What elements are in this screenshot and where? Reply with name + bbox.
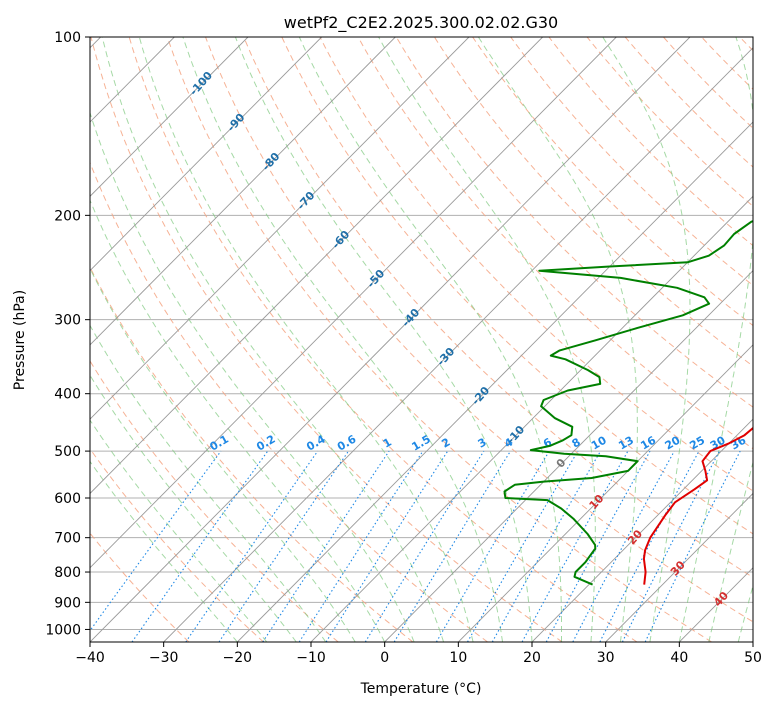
pressure-gridlines <box>90 37 753 630</box>
y-tick-label: 100 <box>54 30 81 46</box>
moist-adiabat <box>90 419 268 642</box>
y-tick-label: 600 <box>54 491 81 507</box>
mixing-ratio-line <box>131 450 269 642</box>
y-tick-label: 200 <box>54 208 81 224</box>
dry-adiabat <box>90 266 414 642</box>
dry-adiabat <box>243 37 753 579</box>
y-tick-label: 300 <box>54 313 81 329</box>
moist-adiabat <box>234 37 533 642</box>
y-tick-label: 1000 <box>45 622 81 638</box>
dry-adiabat <box>90 161 488 642</box>
dry-adiabats <box>90 37 753 642</box>
moist-adiabat <box>90 267 356 642</box>
mixing-ratio-line <box>218 450 349 642</box>
isotherm <box>531 418 753 642</box>
x-tick-label: 10 <box>449 650 467 666</box>
x-axis-label: Temperature (°C) <box>360 681 482 697</box>
mixing-ratio-line <box>521 450 629 642</box>
y-tick-label: 900 <box>54 595 81 611</box>
isotherm <box>310 195 753 642</box>
x-tick-label: 40 <box>670 650 688 666</box>
plot-frame <box>89 36 754 643</box>
moist-adiabat <box>298 37 562 642</box>
moist-adiabat <box>708 460 753 642</box>
dry-adiabat <box>128 37 638 642</box>
x-tick-label: −40 <box>75 650 105 666</box>
skewed-isotherms <box>90 37 753 642</box>
dry-adiabat <box>433 37 753 367</box>
mixing-ratio-line <box>467 450 579 642</box>
dry-adiabat <box>319 37 753 492</box>
dry-adiabat <box>90 447 264 642</box>
isotherm <box>90 37 396 346</box>
isotherm <box>163 47 753 642</box>
moist-adiabat <box>477 37 638 642</box>
isotherm <box>90 37 470 420</box>
dry-adiabat <box>90 37 563 642</box>
x-tick-label: −30 <box>149 650 179 666</box>
mixing-ratio-line <box>545 450 651 642</box>
moist-adiabat <box>101 37 445 642</box>
mixing-ratio-line <box>90 450 222 632</box>
isotherm <box>90 37 322 272</box>
x-tick-label: −10 <box>296 650 326 666</box>
mixing-ratio-line <box>364 450 485 642</box>
moist-adiabat <box>90 324 327 642</box>
isotherm <box>458 344 753 642</box>
y-tick-label: 700 <box>54 531 81 547</box>
dewpoint-line <box>503 220 753 586</box>
profile-series <box>503 220 753 586</box>
moist-adiabat <box>138 37 474 642</box>
mixing-ratio-line <box>393 450 511 642</box>
x-tick-label: 50 <box>744 650 762 666</box>
isotherm <box>90 37 691 642</box>
x-tick-label: 30 <box>597 650 615 666</box>
plot-area: 0.1 0.2 0.4 0.6 1 1.5 2 3 4 6 8 10 13 16 20 25 30 36-100-… <box>90 37 753 642</box>
mixing-ratio-line <box>491 450 602 642</box>
x-tick-label: −20 <box>223 650 253 666</box>
y-axis: 100 200 300 400 500 600 700 800 900 1000 <box>45 30 90 638</box>
x-tick-label: 0 <box>380 650 389 666</box>
isotherm <box>90 37 249 197</box>
isotherm <box>90 37 617 569</box>
isotherm <box>384 269 753 642</box>
dry-adiabat <box>281 37 753 535</box>
moist-adiabat <box>602 37 691 642</box>
moist-adiabat <box>737 583 753 642</box>
isotherm <box>237 121 753 642</box>
mixing-ratio-line <box>644 450 741 642</box>
isotherm <box>90 37 543 495</box>
chart-title: wetPf2_C2E2.2025.300.02.02.G30 <box>284 13 558 33</box>
x-tick-label: 20 <box>523 650 541 666</box>
moist-adiabat <box>678 37 753 642</box>
moist-adiabat <box>90 374 297 642</box>
x-axis: −40 −30 −20 −10 0 10 20 30 40 50 <box>75 642 762 666</box>
dry-adiabat <box>510 37 753 287</box>
mixing-ratio-line <box>298 450 424 642</box>
moist-adiabat <box>378 37 596 642</box>
moist-adiabat <box>90 460 238 642</box>
mixing-ratio-line <box>185 450 319 642</box>
dry-adiabat <box>395 37 753 408</box>
isotherm <box>605 492 753 642</box>
dry-adiabat <box>548 37 753 247</box>
temperature-line <box>642 426 753 585</box>
moist-adiabat <box>182 37 503 642</box>
mixing-ratio-line <box>325 450 449 642</box>
dry-adiabat <box>205 37 753 623</box>
y-tick-label: 800 <box>54 565 81 581</box>
moist-adiabat <box>90 199 386 642</box>
dry-adiabat <box>166 37 712 642</box>
y-tick-label: 500 <box>54 444 81 460</box>
y-tick-label: 400 <box>54 387 81 403</box>
y-axis-label: Pressure (hPa) <box>12 290 28 390</box>
